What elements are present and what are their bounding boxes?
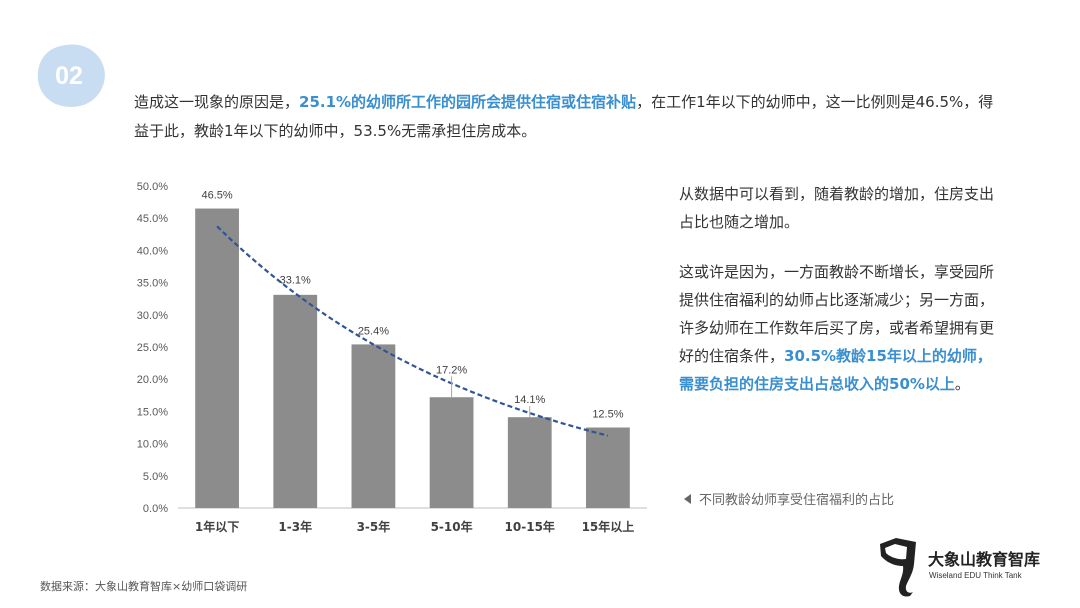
intro-text-1: 造成这一现象的原因是， — [134, 93, 300, 111]
x-tick-label: 5-10年 — [431, 519, 473, 534]
y-tick-label: 25.0% — [137, 342, 168, 354]
side-highlight: 30.5%教龄15年以上的幼师，需要负担的住房支出占总收入的50%以上 — [679, 347, 992, 393]
x-tick-label: 3-5年 — [357, 519, 391, 534]
badge-blob-shape — [37, 44, 105, 107]
y-tick-label: 30.0% — [137, 310, 168, 322]
bar — [351, 344, 396, 508]
data-label: 25.4% — [358, 325, 389, 337]
data-label: 46.5% — [201, 190, 232, 202]
y-tick-label: 5.0% — [143, 471, 168, 483]
x-tick-label: 1年以下 — [195, 519, 239, 534]
y-tick-label: 0.0% — [143, 503, 168, 515]
intro-text-2: ，在工作1年以下的幼师中，这一比例则是46.5%，得益于此，教龄1年以下的幼师中… — [134, 93, 994, 140]
section-number: 02 — [55, 62, 83, 90]
x-tick-label: 10-15年 — [505, 519, 555, 534]
y-tick-label: 35.0% — [137, 278, 168, 290]
y-tick-label: 10.0% — [137, 439, 168, 451]
bar — [586, 427, 630, 508]
trend-line — [216, 225, 609, 437]
x-tick-label: 15年以上 — [582, 519, 635, 534]
data-label: 14.1% — [514, 394, 545, 406]
data-label: 33.1% — [280, 274, 311, 286]
logo-chinese-name: 大象山教育智库 — [928, 550, 1041, 569]
side-paragraph-2: 这或许是因为，一方面教龄不断增长，享受园所提供住宿福利的幼师占比逐渐减少；另一方… — [679, 258, 994, 398]
section-badge: 02 — [36, 42, 108, 110]
side-text: 这或许是因为，一方面教龄不断增长，享受园所提供住宿福利的幼师占比逐渐减少；另一方… — [679, 263, 995, 365]
bar — [507, 417, 552, 508]
logo-english-name: Wiseland EDU Think Tank — [929, 571, 1022, 580]
y-tick-label: 20.0% — [137, 374, 168, 386]
chart-caption-text: 不同教龄幼师享受住宿福利的占比 — [699, 493, 895, 508]
brand-logo: 大象山教育智库 Wiseland EDU Think Tank — [876, 534, 1066, 598]
bar — [195, 208, 239, 508]
y-tick-label: 45.0% — [137, 213, 168, 225]
y-tick-label: 15.0% — [137, 406, 168, 418]
x-tick-label: 1-3年 — [278, 519, 312, 534]
intro-highlight: 25.1%的幼师所工作的园所会提供住宿或住宿补贴 — [299, 93, 637, 111]
side-commentary: 从数据中可以看到，随着教龄的增加，住房支出占比也随之增加。 这或许是因为，一方面… — [679, 180, 994, 420]
intro-paragraph: 造成这一现象的原因是，25.1%的幼师所工作的园所会提供住宿或住宿补贴，在工作1… — [134, 88, 1004, 146]
chart-caption: 不同教龄幼师享受住宿福利的占比 — [684, 489, 894, 508]
data-source-note: 数据来源：大象山教育智库×幼师口袋调研 — [40, 580, 248, 593]
bar — [429, 397, 474, 508]
bar — [273, 294, 318, 508]
elephant-logo-icon — [880, 538, 916, 597]
y-tick-label: 50.0% — [137, 181, 168, 193]
side-text-end: 。 — [954, 375, 970, 393]
bar-chart: 0.0% 5.0% 10.0% 15.0% 20.0% 25.0% 30.0% 35.0% 40… — [137, 181, 647, 534]
y-tick-label: 40.0% — [137, 245, 168, 257]
data-label: 17.2% — [436, 364, 467, 376]
data-label: 12.5% — [592, 409, 623, 421]
side-paragraph-1: 从数据中可以看到，随着教龄的增加，住房支出占比也随之增加。 — [679, 185, 995, 231]
triangle-left-icon — [684, 494, 691, 504]
